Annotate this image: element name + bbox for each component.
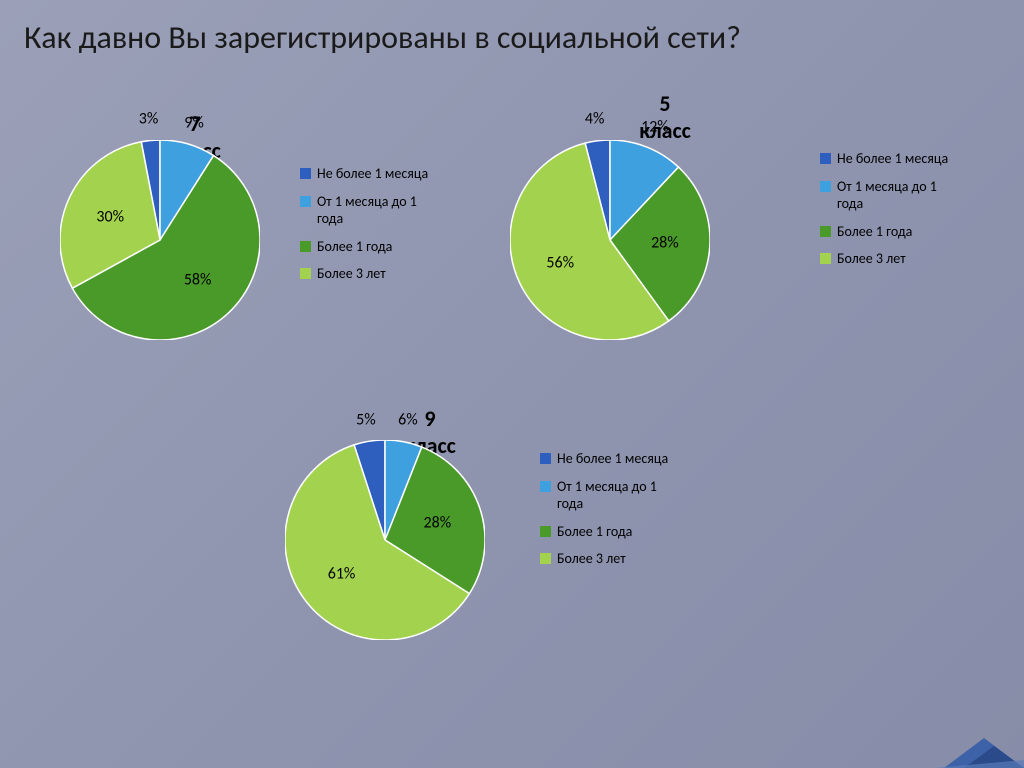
legend-item-a: Не более 1 месяца (540, 450, 677, 468)
legend-swatch-b (820, 181, 831, 192)
slice-label-a: 5% (356, 410, 376, 429)
legend-swatch-a (820, 153, 831, 164)
slice-label-b: 12% (641, 117, 669, 136)
legend-text-b: От 1 месяца до 1 года (317, 193, 437, 228)
legend-text-c: Более 1 года (317, 238, 392, 256)
legend-item-d: Более 3 лет (300, 265, 437, 283)
legend-text-a: Не более 1 месяца (837, 150, 948, 168)
legend-swatch-d (540, 553, 551, 564)
slice-label-a: 3% (139, 109, 159, 128)
legend-item-b: От 1 месяца до 1 года (820, 178, 957, 213)
legend-text-d: Более 3 лет (837, 250, 906, 268)
legend-item-a: Не более 1 месяца (300, 165, 437, 183)
chart-5-class: 5 класс 4%12%28%56% (510, 100, 710, 340)
legend-text-a: Не более 1 месяца (557, 450, 668, 468)
slice-label-c: 28% (651, 234, 679, 253)
slice-label-c: 28% (423, 514, 451, 533)
legend-swatch-c (540, 526, 551, 537)
legend-item-a: Не более 1 месяца (820, 150, 957, 168)
slice-label-d: 61% (328, 564, 356, 583)
legend-item-b: От 1 месяца до 1 года (540, 478, 677, 513)
legend-9: Не более 1 месяца От 1 месяца до 1 года Бо… (540, 450, 677, 578)
slide-corner-accent (934, 728, 1024, 768)
legend-text-c: Более 1 года (557, 523, 632, 541)
legend-item-c: Более 1 года (540, 523, 677, 541)
legend-item-d: Более 3 лет (540, 550, 677, 568)
legend-7: Не более 1 месяца От 1 месяца до 1 года Бо… (300, 165, 437, 293)
legend-swatch-d (820, 253, 831, 264)
slice-label-d: 56% (546, 254, 574, 273)
pie-chart5 (510, 140, 710, 340)
legend-swatch-a (300, 168, 311, 179)
legend-item-d: Более 3 лет (820, 250, 957, 268)
legend-swatch-c (820, 226, 831, 237)
slide-title: Как давно Вы зарегистрированы в социальн… (24, 18, 741, 57)
slice-label-b: 9% (184, 113, 204, 132)
legend-text-b: От 1 месяца до 1 года (837, 178, 957, 213)
pie-chart9 (285, 440, 485, 640)
slice-label-b: 6% (398, 411, 418, 430)
legend-text-a: Не более 1 месяца (317, 165, 428, 183)
legend-text-b: От 1 месяца до 1 года (557, 478, 677, 513)
pie-chart7 (60, 140, 260, 340)
legend-text-d: Более 3 лет (557, 550, 626, 568)
legend-text-d: Более 3 лет (317, 265, 386, 283)
chart-7-class: 7 класс 3%9%58%30% (60, 100, 260, 340)
legend-text-c: Более 1 года (837, 223, 912, 241)
legend-item-c: Более 1 года (820, 223, 957, 241)
legend-item-c: Более 1 года (300, 238, 437, 256)
slice-label-c: 58% (184, 271, 212, 290)
legend-swatch-c (300, 241, 311, 252)
chart-9-class: 9 класс 5%6%28%61% (285, 400, 485, 640)
legend-swatch-b (300, 196, 311, 207)
slice-label-a: 4% (585, 109, 605, 128)
slice-label-d: 30% (96, 207, 124, 226)
legend-item-b: От 1 месяца до 1 года (300, 193, 437, 228)
legend-5: Не более 1 месяца От 1 месяца до 1 года Бо… (820, 150, 957, 278)
legend-swatch-a (540, 453, 551, 464)
legend-swatch-b (540, 481, 551, 492)
legend-swatch-d (300, 268, 311, 279)
